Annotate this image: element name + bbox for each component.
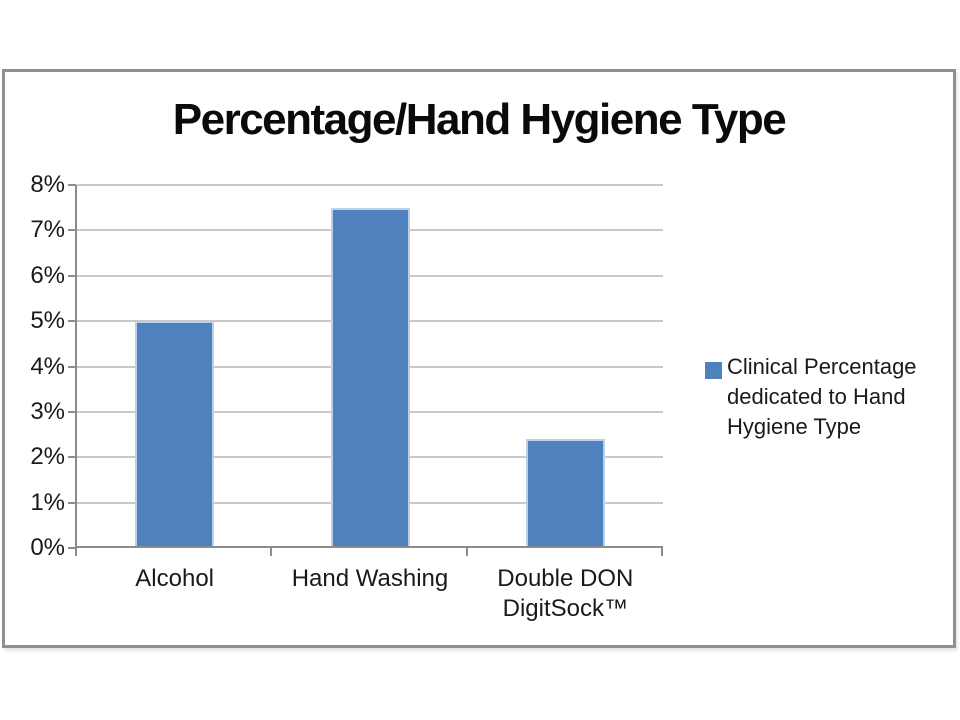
- y-axis-tick: [68, 365, 76, 368]
- y-axis-tick: [68, 547, 76, 549]
- x-axis-line: [75, 546, 663, 548]
- y-tick-label: 6%: [30, 261, 65, 289]
- y-axis-tick: [68, 320, 76, 323]
- bar-alcohol[interactable]: [135, 321, 215, 548]
- y-tick-label: 4%: [30, 352, 65, 380]
- gridline: [77, 184, 663, 186]
- y-axis-tick: [68, 410, 76, 413]
- x-axis-tick: [661, 548, 663, 556]
- y-tick-label: 7%: [30, 216, 65, 244]
- y-tick-label: 3%: [30, 397, 65, 425]
- x-axis-tick: [465, 548, 468, 556]
- y-tick-label: 5%: [30, 307, 65, 335]
- y-axis-tick: [68, 184, 76, 186]
- legend-label: Clinical Percentage dedicated to Hand Hy…: [727, 354, 917, 439]
- y-tick-label: 8%: [30, 171, 65, 198]
- x-tick-label: Hand Washing: [291, 565, 449, 592]
- x-tick-label: Alcohol: [135, 565, 215, 592]
- y-axis-tick: [68, 274, 76, 277]
- x-axis-tick: [270, 548, 273, 556]
- bar-double-don[interactable]: [525, 439, 605, 548]
- legend-swatch-icon: [705, 362, 722, 379]
- x-tick-label: Double DON DigitSock™: [497, 565, 634, 622]
- y-tick-label: 1%: [30, 488, 65, 516]
- y-tick-label: 2%: [30, 443, 65, 471]
- chart-title: Percentage/Hand Hygiene Type: [172, 95, 787, 144]
- y-axis-tick: [68, 229, 76, 232]
- bar-hand-washing[interactable]: [330, 207, 410, 548]
- y-tick-label: 0%: [30, 534, 65, 561]
- y-axis-tick: [68, 456, 76, 459]
- y-axis-line: [75, 185, 77, 548]
- y-axis-tick: [68, 501, 76, 504]
- x-axis-tick: [75, 548, 77, 556]
